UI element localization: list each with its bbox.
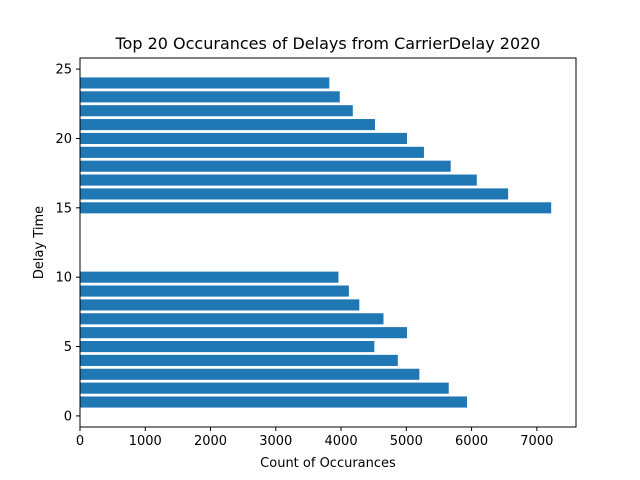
bar-delay-21: [80, 119, 375, 131]
x-axis-ticks: 0 1000 2000 3000 4000 5000 6000 7000: [76, 427, 553, 449]
y-tick-label: 15: [55, 201, 72, 216]
y-axis-label: Delay Time: [32, 206, 47, 279]
x-tick-label: 4000: [325, 434, 358, 449]
y-tick-label: 25: [55, 63, 72, 78]
x-tick-label: 0: [76, 434, 84, 449]
bar-delay-10: [80, 271, 339, 283]
x-axis-label: Count of Occurances: [260, 456, 396, 471]
y-tick-label: 20: [55, 132, 72, 147]
chart-title: Top 20 Occurances of Delays from Carrier…: [115, 34, 541, 53]
x-tick-label: 6000: [455, 434, 488, 449]
y-axis-ticks: 0 5 10 15 20 25: [55, 63, 80, 424]
bar-delay-24: [80, 77, 330, 89]
bar-delay-3: [80, 368, 420, 380]
bar-delay-2: [80, 382, 449, 394]
y-tick-label: 0: [64, 409, 72, 424]
x-tick-label: 5000: [390, 434, 423, 449]
bar-delay-6: [80, 327, 407, 339]
bar-delay-23: [80, 91, 340, 103]
x-tick-label: 3000: [259, 434, 292, 449]
x-tick-label: 1000: [129, 434, 162, 449]
bar-delay-17: [80, 174, 477, 186]
x-tick-label: 2000: [194, 434, 227, 449]
plot-frame: [79, 57, 577, 428]
bar-delay-15: [80, 202, 552, 214]
bars: [80, 77, 552, 408]
y-tick-label: 5: [64, 340, 72, 355]
bar-delay-1: [80, 396, 468, 408]
bar-delay-8: [80, 299, 360, 311]
bar-delay-16: [80, 188, 509, 200]
x-tick-label: 7000: [520, 434, 553, 449]
bar-delay-9: [80, 285, 349, 297]
bar-delay-18: [80, 160, 451, 172]
bar-delay-22: [80, 105, 353, 117]
bar-delay-5: [80, 340, 375, 353]
y-tick-label: 10: [55, 271, 72, 286]
bar-delay-7: [80, 313, 384, 325]
bar-delay-19: [80, 146, 424, 158]
bar-delay-20: [80, 132, 407, 145]
bar-delay-4: [80, 354, 398, 366]
